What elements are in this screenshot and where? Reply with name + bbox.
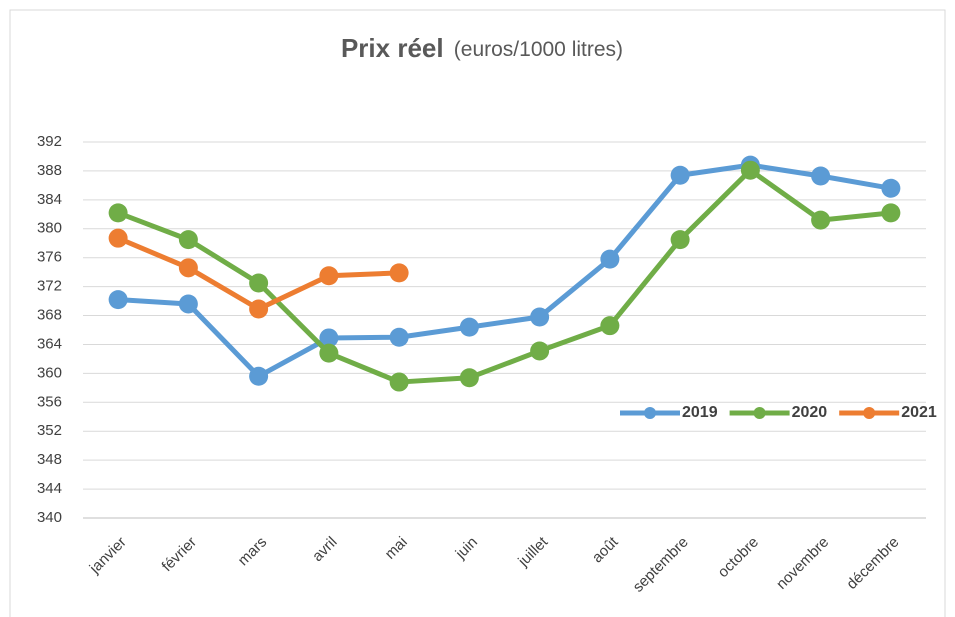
data-point xyxy=(249,366,269,386)
data-point xyxy=(530,307,550,327)
data-point xyxy=(108,290,128,310)
y-tick-label: 368 xyxy=(37,307,62,324)
data-point xyxy=(319,266,339,286)
y-tick-label: 352 xyxy=(37,422,62,439)
y-tick-label: 384 xyxy=(37,191,62,208)
chart-title: Prix réel xyxy=(341,33,444,63)
data-point xyxy=(319,343,339,363)
y-tick-label: 392 xyxy=(37,133,62,150)
data-point xyxy=(740,160,760,180)
data-point xyxy=(389,327,409,347)
y-tick-label: 340 xyxy=(37,509,62,526)
legend-label: 2020 xyxy=(792,404,828,421)
data-point xyxy=(459,368,479,388)
chart-subtitle: (euros/1000 litres) xyxy=(454,38,623,61)
data-point xyxy=(670,165,690,185)
data-point xyxy=(389,372,409,392)
legend-label: 2021 xyxy=(901,404,937,421)
y-tick-label: 344 xyxy=(37,480,62,497)
series-line xyxy=(117,167,892,385)
data-point xyxy=(178,230,198,250)
data-point xyxy=(600,316,620,336)
data-point xyxy=(670,230,690,250)
data-point xyxy=(319,328,339,348)
y-tick-label: 372 xyxy=(37,278,62,295)
y-tick-label: 360 xyxy=(37,364,62,381)
y-tick-label: 388 xyxy=(37,162,62,179)
y-tick-label: 348 xyxy=(37,451,62,468)
data-point xyxy=(249,273,269,293)
data-point xyxy=(881,203,901,223)
data-point xyxy=(811,210,831,230)
data-point xyxy=(249,299,269,319)
data-point xyxy=(108,203,128,223)
series-line xyxy=(117,162,892,379)
data-point xyxy=(530,341,550,361)
data-point xyxy=(881,178,901,198)
data-point xyxy=(389,263,409,283)
data-point xyxy=(108,228,128,248)
data-point xyxy=(811,166,831,186)
y-tick-label: 376 xyxy=(37,249,62,266)
data-point xyxy=(178,258,198,278)
legend-marker xyxy=(753,407,766,419)
data-point xyxy=(600,249,620,269)
y-tick-label: 364 xyxy=(37,335,62,352)
legend-marker xyxy=(863,407,876,419)
legend-label: 2019 xyxy=(682,404,718,421)
data-point xyxy=(459,317,479,337)
chart-border xyxy=(9,9,946,617)
data-point xyxy=(178,294,198,314)
y-tick-label: 356 xyxy=(37,393,62,410)
legend-marker xyxy=(644,407,656,419)
y-tick-label: 380 xyxy=(37,220,62,237)
chart-title-group: Prix réel (euros/1000 litres) xyxy=(341,33,623,63)
